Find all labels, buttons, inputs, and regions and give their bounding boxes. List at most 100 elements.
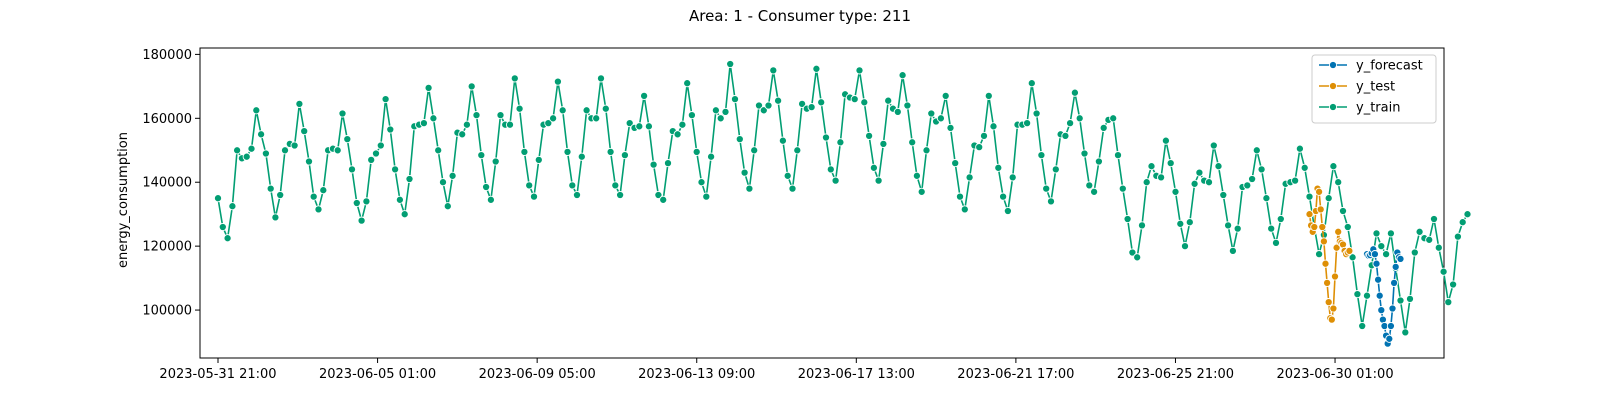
data-point-y_train [941, 91, 950, 100]
data-point-y_forecast [1391, 262, 1400, 271]
data-point-y_train [999, 192, 1008, 201]
legend-label: y_train [1356, 101, 1400, 116]
data-point-y_train [754, 101, 764, 110]
data-point-y_train [1209, 141, 1218, 150]
data-point-y_train [1137, 221, 1147, 230]
data-point-y_train [707, 152, 716, 161]
data-point-y_train [304, 157, 314, 166]
data-point-y_train [654, 190, 663, 200]
data-point-y_train [381, 95, 390, 104]
x-tick-label: 2023-06-25 21:00 [1117, 367, 1234, 382]
data-point-y_train [826, 165, 835, 174]
data-point-y_train [549, 114, 558, 123]
data-point-y_train [352, 198, 361, 208]
data-point-y_train [1185, 218, 1194, 227]
data-point-y_train [1147, 162, 1156, 171]
data-point-y_train [1358, 321, 1367, 331]
data-point-y_train [357, 216, 366, 225]
data-point-y_train [462, 120, 471, 129]
data-point-y_train [884, 96, 893, 105]
data-point-y_train [223, 234, 232, 243]
data-point-y_train [759, 106, 768, 115]
data-point-y_train [1046, 197, 1056, 206]
legend-swatch-marker [1328, 102, 1338, 112]
data-point-y_train [1085, 181, 1094, 190]
data-point-y_train [1444, 298, 1453, 307]
data-point-y_train [1142, 178, 1151, 187]
data-point-y_train [663, 159, 673, 168]
data-point-y_train [448, 171, 457, 180]
data-point-y_train [601, 104, 610, 113]
legend-swatch-marker [1328, 81, 1338, 91]
data-point-y_train [683, 79, 692, 88]
legend: y_forecast y_test y_train [1311, 54, 1437, 124]
x-tick-label: 2023-06-21 17:00 [957, 367, 1074, 382]
data-point-y_train [1113, 151, 1123, 160]
data-point-y_train [1080, 149, 1089, 158]
data-point-y_train [257, 130, 266, 139]
data-point-y_train [817, 98, 826, 107]
data-point-y_train [774, 96, 783, 105]
series-y_test [1305, 184, 1354, 324]
data-point-y_train [1219, 190, 1228, 200]
data-point-y_train [1224, 221, 1233, 230]
data-point-y_train [874, 176, 883, 185]
data-point-y_train [1171, 187, 1180, 196]
data-point-y_test [1310, 222, 1319, 232]
data-point-y_train [1195, 168, 1204, 177]
data-point-y_train [1338, 206, 1348, 216]
data-point-y_train [994, 163, 1003, 172]
data-point-y_train [1295, 144, 1304, 153]
data-point-y_train [343, 135, 352, 144]
data-point-y_train [1372, 229, 1381, 238]
data-point-y_test [1316, 205, 1325, 214]
data-point-y_train [769, 66, 778, 75]
data-point-y_train [367, 155, 376, 164]
data-point-y_train [620, 151, 629, 160]
data-point-y_train [391, 165, 400, 174]
data-point-y_train [242, 152, 251, 161]
data-point-y_train [1066, 119, 1075, 128]
data-point-y_train [606, 147, 615, 156]
data-point-y_train [295, 99, 304, 108]
data-point-y_train [1090, 187, 1099, 196]
data-point-y_train [472, 111, 481, 120]
data-point-y_train [951, 159, 960, 168]
legend-box [1311, 54, 1437, 124]
data-point-y_train [812, 64, 821, 73]
data-point-y_train [1305, 192, 1314, 201]
data-point-y_train [491, 157, 500, 166]
data-point-y_train [1161, 136, 1170, 145]
data-point-y_train [218, 222, 227, 232]
data-point-y_train [1157, 173, 1166, 182]
data-point-y_train [1362, 291, 1372, 300]
data-point-y_train [1023, 119, 1032, 128]
data-point-y_train [716, 114, 725, 123]
data-point-y_train [960, 205, 969, 214]
data-point-y_train [1214, 162, 1223, 171]
data-point-y_train [405, 174, 414, 184]
legend-label: y_forecast [1356, 59, 1423, 74]
data-point-y_train [1348, 253, 1357, 262]
data-point-y_train [213, 194, 223, 203]
data-point-y_train [745, 184, 754, 193]
data-point-y_train [1410, 248, 1419, 257]
data-point-y_train [1243, 181, 1252, 190]
x-tick-label: 2023-06-13 09:00 [638, 367, 755, 382]
data-point-y_train [1276, 214, 1285, 224]
data-point-y_train [611, 181, 620, 190]
data-point-y_train [1252, 146, 1261, 155]
x-tick-label: 2023-06-30 01:00 [1276, 367, 1393, 382]
legend-item-y_train: y_train [1319, 101, 1400, 116]
data-point-y_test [1332, 243, 1341, 252]
legend-item-y_forecast: y_forecast [1319, 59, 1423, 74]
data-point-y_train [1429, 214, 1439, 224]
data-point-y_train [525, 181, 534, 190]
data-point-y_train [362, 197, 371, 206]
data-point-y_train [903, 101, 912, 110]
series-y_train [213, 59, 1472, 337]
data-point-y_train [1334, 178, 1343, 187]
data-point-y_train [735, 135, 744, 144]
data-point-y_train [1324, 194, 1333, 203]
data-point-y_train [1353, 290, 1362, 299]
